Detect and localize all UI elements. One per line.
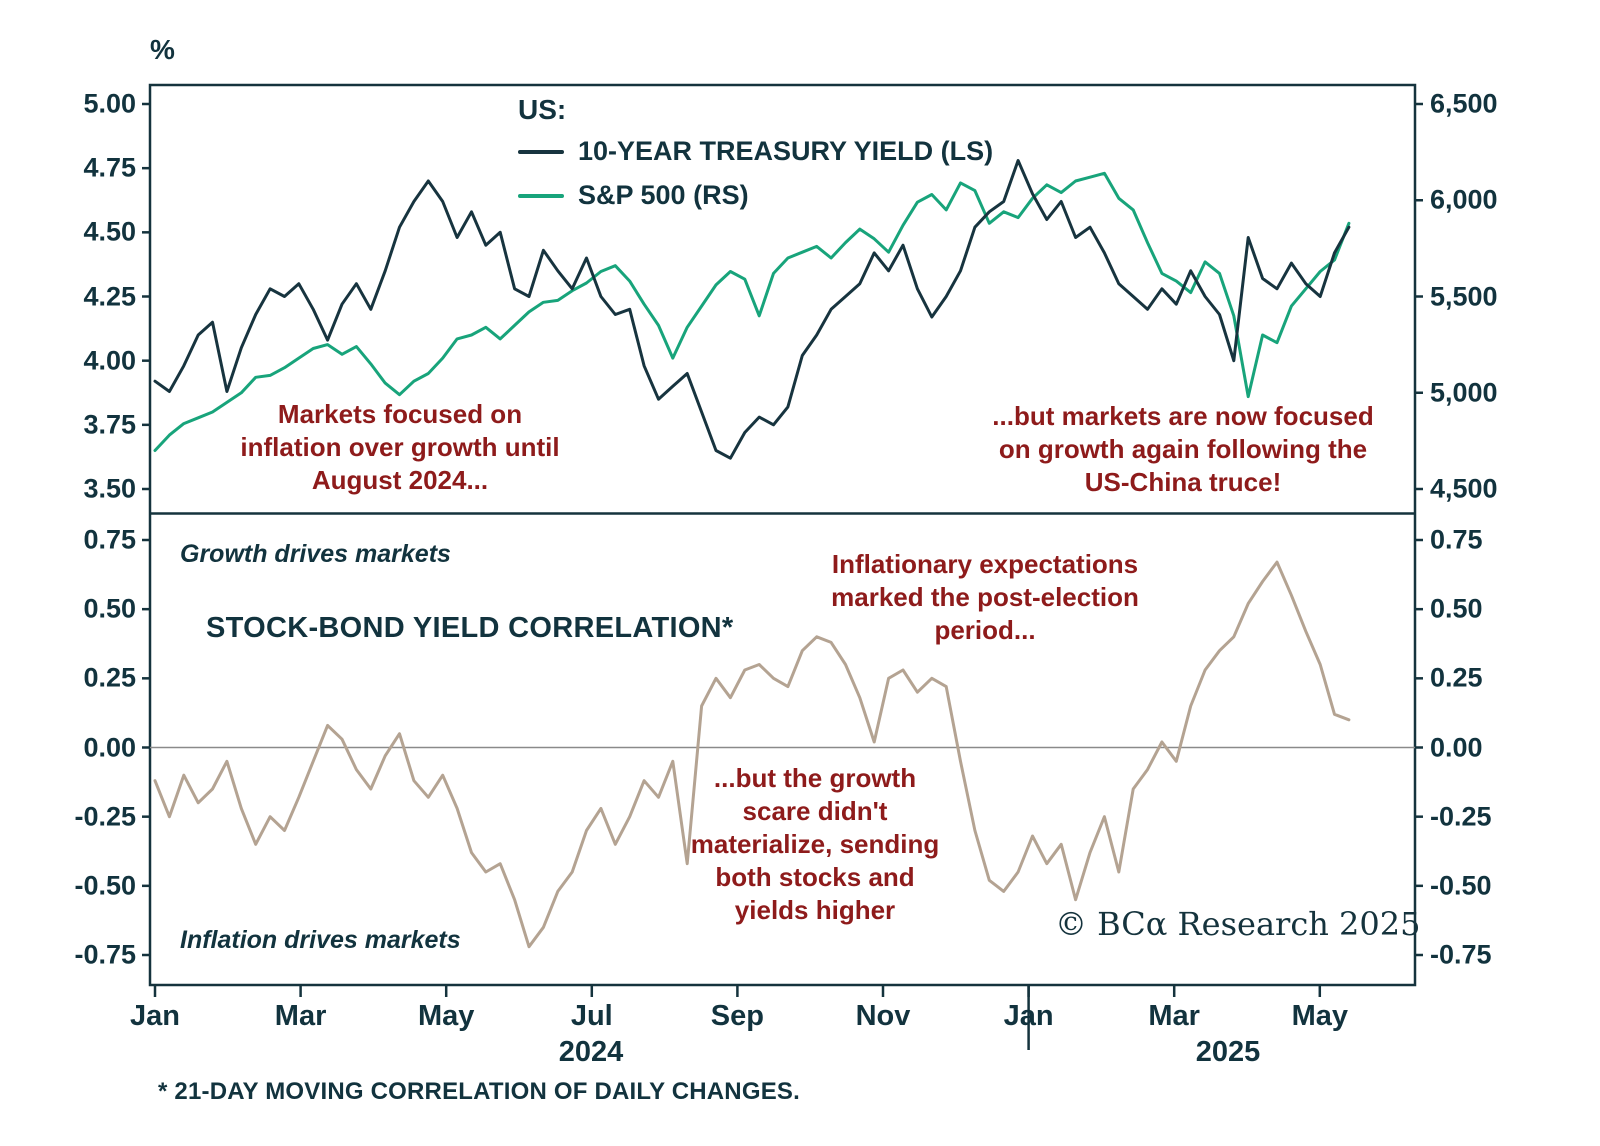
footnote: * 21-DAY MOVING CORRELATION OF DAILY CHA… xyxy=(158,1078,800,1105)
bottom-left-axis-tick-label: -0.25 xyxy=(74,801,136,832)
top-left-axis-tick-label: 3.75 xyxy=(83,409,136,440)
bottom-left-axis-tick-label: -0.75 xyxy=(74,939,136,970)
x-axis-month-label: Sep xyxy=(710,1000,764,1032)
inflation-drives-markets-label: Inflation drives markets xyxy=(180,926,461,954)
x-axis-year-label: 2024 xyxy=(558,1036,624,1068)
top-right-axis-tick-label: 4,500 xyxy=(1430,473,1498,504)
bottom-left-axis-tick-label: 0.00 xyxy=(83,732,136,762)
top-left-axis-tick-label: 4.75 xyxy=(83,152,136,183)
x-axis-month-label: Jan xyxy=(130,1000,180,1032)
legend-title: US: xyxy=(518,94,567,125)
treasury-line-label: 10-YEAR TREASURY YIELD (LS) xyxy=(578,136,994,166)
growth-drives-markets-label: Growth drives markets xyxy=(180,540,451,568)
bottom-left-axis-tick-label: 0.75 xyxy=(83,524,136,555)
x-axis-month-label: Jul xyxy=(570,1000,613,1032)
top-left-axis-tick-label: 4.25 xyxy=(83,281,136,311)
left-axis-unit-label: % xyxy=(150,34,175,65)
bottom-right-axis-tick-label: -0.25 xyxy=(1430,801,1492,832)
sp500-line-label: S&P 500 (RS) xyxy=(578,180,749,210)
bottom-right-axis-tick-label: 0.75 xyxy=(1430,524,1483,555)
legend: US: 10-YEAR TREASURY YIELD (LS) S&P 500 … xyxy=(518,94,993,224)
treasury-line-swatch xyxy=(518,149,564,154)
legend-item-treasury: 10-YEAR TREASURY YIELD (LS) xyxy=(518,136,993,167)
annotation-growth-focus: ...but markets are now focused on growth… xyxy=(992,401,1374,498)
annotation-post-election: Inflationary expectations marked the pos… xyxy=(831,549,1139,646)
annotation-inflation-focus: Markets focused on inflation over growth… xyxy=(240,399,560,496)
top-left-axis-tick-label: 4.00 xyxy=(83,345,136,376)
sp500-line-swatch xyxy=(518,193,564,198)
correlation-panel-title: STOCK-BOND YIELD CORRELATION* xyxy=(206,612,734,644)
bca-research-credit: © BCα Research 2025 xyxy=(1055,905,1421,943)
bottom-right-axis-tick-label: -0.75 xyxy=(1430,939,1492,970)
x-axis-month-label: Jan xyxy=(1003,1000,1054,1032)
top-left-axis-tick-label: 3.50 xyxy=(83,473,136,504)
annotation-growth-scare: ...but the growth scare didn't materiali… xyxy=(690,763,940,926)
top-left-axis-tick-label: 4.50 xyxy=(83,216,136,247)
x-axis-year-label: 2025 xyxy=(1195,1036,1261,1068)
legend-item-sp500: S&P 500 (RS) xyxy=(518,180,993,211)
top-right-axis-tick-label: 6,500 xyxy=(1430,88,1498,119)
bottom-right-axis-tick-label: 0.00 xyxy=(1430,732,1483,762)
bottom-right-axis-tick-label: 0.50 xyxy=(1430,593,1483,624)
x-axis-month-label: Mar xyxy=(1148,1000,1200,1032)
bottom-left-axis-tick-label: 0.25 xyxy=(83,662,136,693)
top-right-axis-tick-label: 6,000 xyxy=(1430,184,1498,215)
bottom-right-axis-tick-label: 0.25 xyxy=(1430,662,1483,693)
bottom-right-axis-tick-label: -0.50 xyxy=(1430,870,1492,901)
x-axis-month-label: May xyxy=(417,1000,475,1032)
x-axis-month-label: Nov xyxy=(855,1000,911,1032)
top-right-axis-tick-label: 5,500 xyxy=(1430,281,1498,311)
top-left-axis-tick-label: 5.00 xyxy=(83,88,136,119)
bottom-left-axis-tick-label: -0.50 xyxy=(74,870,136,901)
bottom-left-axis-tick-label: 0.50 xyxy=(83,593,136,624)
x-axis-month-label: May xyxy=(1291,1000,1349,1032)
top-right-axis-tick-label: 5,000 xyxy=(1430,377,1498,408)
x-axis-month-label: Mar xyxy=(274,1000,327,1032)
